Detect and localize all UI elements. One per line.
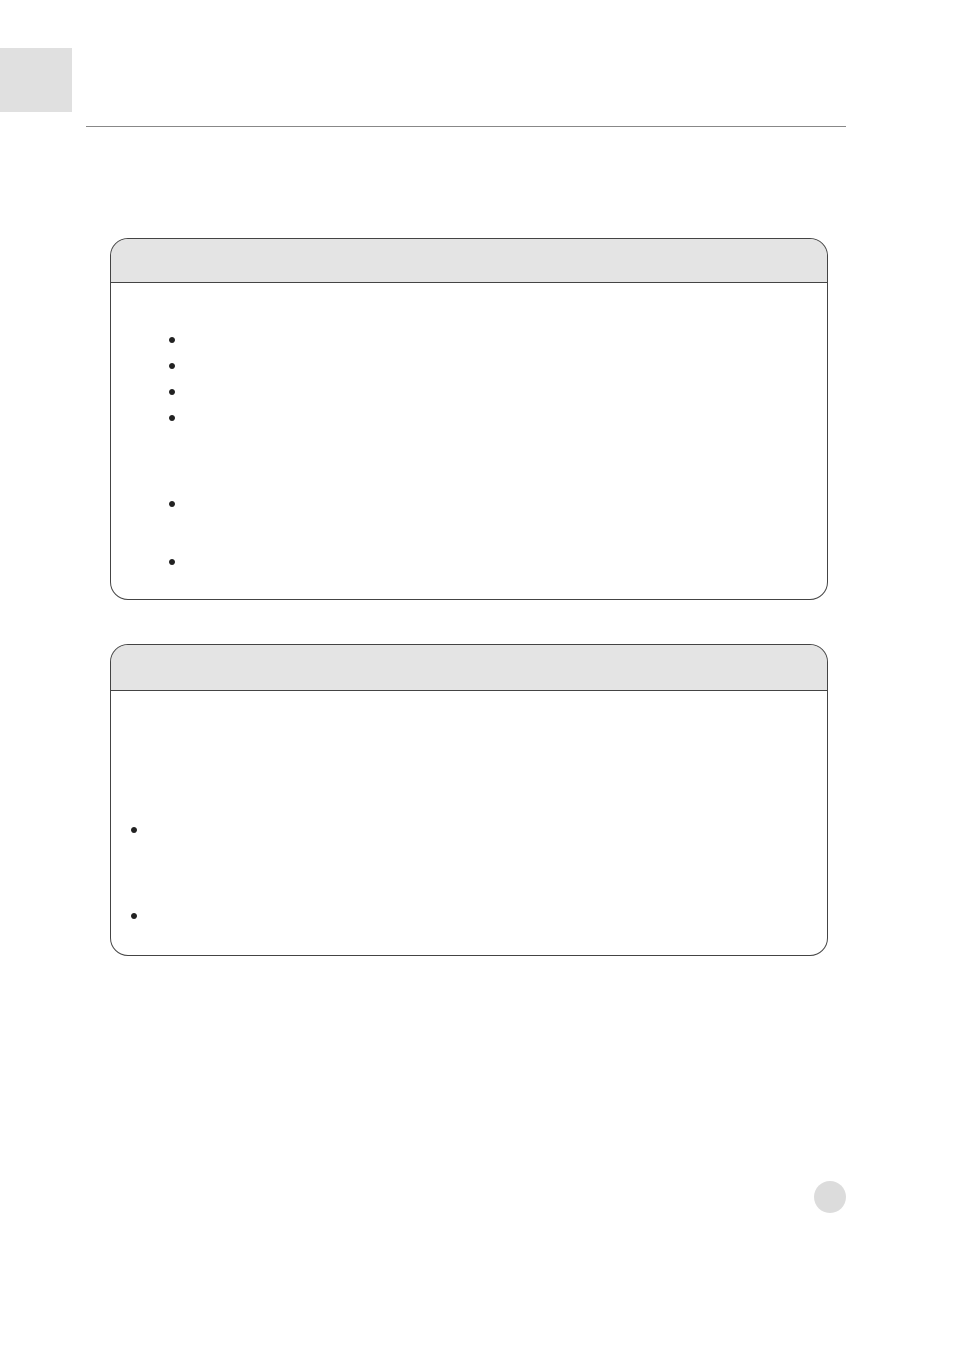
page-number-circle (814, 1181, 846, 1213)
bullet-icon (169, 337, 175, 343)
bullet-icon (169, 501, 175, 507)
header-gray-box (0, 48, 72, 112)
content-box-2-header (111, 645, 827, 691)
content-box-2 (110, 644, 828, 956)
page (0, 0, 954, 1357)
header-rule (86, 126, 846, 127)
bullet-icon (169, 389, 175, 395)
bullet-icon (169, 363, 175, 369)
bullet-icon (169, 415, 175, 421)
bullet-icon (131, 827, 137, 833)
bullet-icon (131, 913, 137, 919)
content-box-1-header (111, 239, 827, 283)
bullet-icon (169, 559, 175, 565)
content-box-1 (110, 238, 828, 600)
